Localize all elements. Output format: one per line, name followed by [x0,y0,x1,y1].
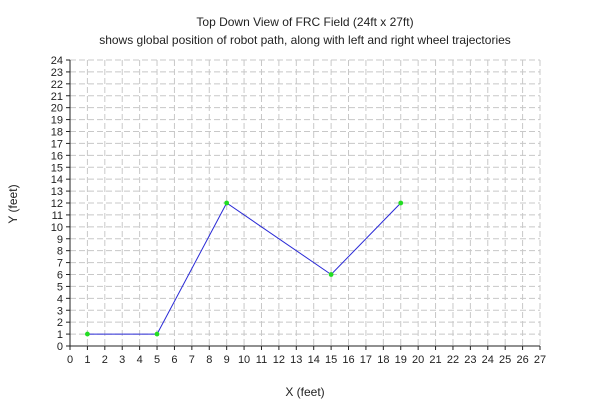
x-tick-label: 5 [154,354,160,366]
x-tick-label: 0 [67,354,73,366]
y-tick-label: 20 [51,103,63,115]
y-tick-label: 10 [51,222,63,234]
x-tick-label: 4 [137,354,143,366]
x-tick-label: 16 [342,354,354,366]
y-tick-label: 16 [51,150,63,162]
x-tick-label: 24 [482,354,494,366]
x-tick-label: 12 [273,354,285,366]
x-tick-label: 18 [377,354,389,366]
y-tick-label: 6 [57,270,63,282]
x-tick-label: 6 [171,354,177,366]
series-path [85,200,404,337]
chart-title: Top Down View of FRC Field (24ft x 27ft) [196,15,413,29]
y-tick-label: 18 [51,127,63,139]
axes [66,59,541,350]
x-tick-label: 8 [206,354,212,366]
y-tick-label: 17 [51,138,63,150]
y-tick-label: 24 [51,55,63,67]
y-tick-label: 2 [57,317,63,329]
x-tick-label: 13 [290,354,302,366]
x-tick-label: 26 [516,354,528,366]
data-point [398,200,404,206]
x-tick-labels: 0 1 2 3 4 5 6 7 8 9 10 11 12 13 14 15 16 17 18 19 20 21 22 23 24… [67,354,546,366]
y-axis-label: Y (feet) [6,184,20,223]
y-tick-label: 9 [57,234,63,246]
x-tick-label: 2 [102,354,108,366]
data-point [154,331,160,337]
y-tick-label: 15 [51,162,63,174]
y-tick-label: 5 [57,281,63,293]
data-point [224,200,230,206]
y-tick-label: 12 [51,198,63,210]
y-tick-label: 8 [57,246,63,258]
x-tick-label: 23 [464,354,476,366]
y-tick-label: 1 [57,329,63,341]
x-tick-label: 3 [119,354,125,366]
y-tick-label: 14 [51,174,63,186]
y-tick-label: 3 [57,305,63,317]
y-tick-label: 23 [51,67,63,79]
y-tick-label: 4 [57,293,63,305]
x-tick-label: 14 [308,354,320,366]
data-point [85,331,90,337]
chart-subtitle: shows global position of robot path, alo… [99,33,511,47]
data-point [328,272,334,277]
x-axis-label: X (feet) [285,385,324,399]
x-tick-label: 25 [499,354,511,366]
x-tick-label: 15 [325,354,337,366]
x-tick-label: 1 [84,354,90,366]
x-tick-label: 17 [360,354,372,366]
x-tick-label: 9 [224,354,230,366]
y-tick-label: 19 [51,115,63,127]
x-tick-label: 19 [395,354,407,366]
y-tick-label: 13 [51,186,63,198]
x-tick-label: 21 [429,354,441,366]
y-tick-label: 21 [51,91,63,103]
y-tick-label: 22 [51,79,63,91]
y-tick-label: 11 [52,210,63,222]
x-tick-label: 11 [256,354,267,366]
y-tick-label: 7 [57,258,63,270]
grid [69,59,541,347]
y-tick-label: 0 [57,341,63,353]
x-tick-label: 20 [412,354,424,366]
x-tick-label: 10 [238,354,250,366]
x-tick-label: 7 [189,354,195,366]
x-tick-label: 22 [447,354,459,366]
x-tick-label: 27 [534,354,546,366]
